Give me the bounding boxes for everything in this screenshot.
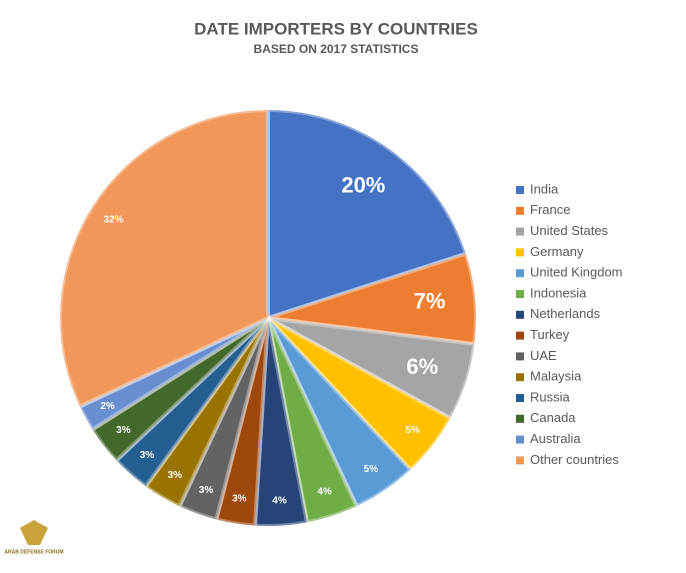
pie-slice bbox=[266, 107, 469, 321]
data-label: 20% bbox=[341, 173, 385, 198]
watermark: ARAB DEFENSE FORUM bbox=[4, 549, 63, 555]
legend-swatch bbox=[516, 414, 524, 423]
legend-swatch bbox=[516, 394, 524, 402]
data-label: 3% bbox=[232, 493, 247, 504]
data-label: 3% bbox=[199, 485, 214, 496]
legend-label: India bbox=[530, 181, 559, 196]
pie-slice bbox=[58, 107, 270, 410]
data-label: 3% bbox=[168, 470, 183, 481]
data-label: 3% bbox=[140, 450, 155, 461]
pie-slice bbox=[213, 317, 270, 528]
legend-swatch bbox=[516, 456, 524, 465]
legend-swatch bbox=[516, 352, 524, 361]
legend-swatch bbox=[516, 186, 524, 194]
data-label: 2% bbox=[100, 401, 115, 412]
legend-label: Canada bbox=[530, 410, 576, 425]
pie-slice bbox=[142, 316, 270, 509]
legend-swatch bbox=[516, 331, 524, 340]
pie-slice bbox=[266, 316, 414, 509]
pie-slice bbox=[266, 316, 453, 473]
chart-subtitle: BASED ON 2017 STATISTICS bbox=[254, 42, 419, 56]
legend-label: Other countries bbox=[530, 452, 619, 467]
legend-swatch bbox=[516, 206, 524, 215]
data-label: 5% bbox=[405, 425, 420, 436]
legend-swatch bbox=[516, 290, 524, 298]
data-label: 3% bbox=[116, 425, 131, 436]
data-label: 5% bbox=[364, 464, 379, 475]
legend-label: Russia bbox=[530, 389, 571, 404]
data-label: 32% bbox=[103, 215, 123, 226]
pie-slice bbox=[267, 316, 477, 421]
pie-slice bbox=[89, 316, 270, 464]
data-label: 4% bbox=[272, 495, 287, 506]
logo-shield bbox=[20, 520, 48, 545]
data-label: 6% bbox=[406, 354, 438, 379]
pie-slice bbox=[267, 251, 478, 347]
legend-label: Turkey bbox=[530, 327, 570, 342]
chart-title: DATE IMPORTERS BY COUNTRIES bbox=[194, 19, 478, 38]
legend-swatch bbox=[516, 227, 524, 236]
legend-swatch bbox=[516, 373, 524, 382]
pie-slice bbox=[176, 317, 270, 522]
pie-slice bbox=[266, 317, 360, 525]
legend-swatch bbox=[516, 435, 524, 444]
pie-slice bbox=[252, 317, 310, 528]
logo: ARAB DEFENSE FORUM bbox=[4, 520, 64, 555]
legend-label: France bbox=[530, 202, 570, 217]
data-label: 4% bbox=[317, 487, 332, 498]
data-label: 7% bbox=[414, 289, 446, 314]
legend-label: Indonesia bbox=[530, 285, 587, 300]
legend-label: Australia bbox=[530, 431, 581, 446]
legend-label: Netherlands bbox=[530, 306, 601, 321]
legend-swatch bbox=[516, 269, 524, 278]
legend-label: Malaysia bbox=[530, 369, 582, 384]
legend-label: United Kingdom bbox=[530, 265, 623, 280]
legend-swatch bbox=[516, 248, 524, 257]
pie-slice bbox=[77, 316, 270, 433]
legend-label: United States bbox=[530, 223, 609, 238]
legend-label: UAE bbox=[530, 348, 557, 363]
legend-swatch bbox=[516, 310, 524, 319]
pie-slice bbox=[113, 316, 270, 490]
legend-label: Germany bbox=[530, 244, 584, 259]
